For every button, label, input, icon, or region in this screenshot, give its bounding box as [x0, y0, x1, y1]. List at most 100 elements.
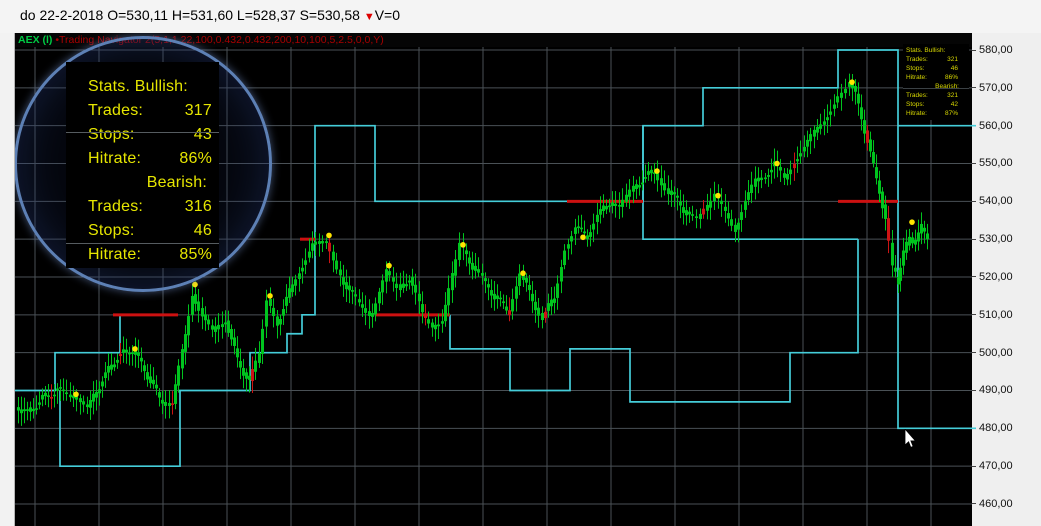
corner-stats-title: Stats. Bullish: [906, 47, 946, 54]
candle [239, 361, 242, 368]
magnified-stats-box: Stats. Bullish: Trades: 317 Stops: 43 Hitr… [66, 62, 219, 268]
axis-label: 560,00 [979, 119, 1013, 132]
trade-signal-dot [460, 242, 466, 248]
candle [414, 284, 417, 293]
candle [897, 276, 900, 285]
candle [676, 195, 679, 198]
candle [194, 294, 197, 304]
stat-label: Hitrate: [906, 110, 927, 117]
candle [236, 348, 239, 358]
candle [829, 111, 832, 115]
candle [328, 242, 331, 252]
quote-date: do 22-2-2018 [20, 7, 104, 23]
candle [550, 299, 553, 307]
gridline-through-box [66, 132, 219, 133]
candle [602, 205, 605, 212]
candle [611, 202, 614, 206]
candle [113, 364, 116, 368]
candle [468, 257, 471, 264]
candle [826, 117, 829, 121]
candle [358, 299, 361, 303]
stat-label: Trades: [906, 92, 928, 99]
candle [522, 273, 525, 280]
candle [378, 291, 381, 304]
candle [385, 269, 388, 282]
candle [628, 189, 631, 197]
candle [770, 169, 773, 173]
candle [351, 290, 354, 292]
candle [26, 409, 29, 411]
candle [823, 121, 826, 125]
candle [844, 88, 847, 94]
stat-value: 316 [184, 198, 212, 215]
candle [499, 297, 502, 300]
candle [418, 293, 421, 302]
axis-tick [972, 238, 976, 240]
candle [269, 299, 272, 306]
trade-signal-dot [774, 160, 780, 167]
quote-volume: V=0 [374, 7, 401, 23]
candle [502, 301, 505, 304]
candle [923, 227, 926, 232]
candle [730, 219, 733, 226]
candle [632, 185, 635, 192]
candle [650, 169, 653, 174]
gridline-through-box [66, 243, 219, 244]
candle [381, 280, 384, 293]
candle [399, 284, 402, 291]
candle [35, 408, 38, 410]
candle [614, 203, 617, 207]
candle [294, 279, 297, 286]
candle [747, 192, 750, 200]
candle [891, 242, 894, 266]
candle [444, 304, 447, 322]
candle [537, 307, 540, 316]
axis-tick [972, 314, 976, 316]
candle [806, 139, 809, 147]
candle [727, 213, 730, 219]
candle [563, 250, 566, 266]
candle [181, 349, 184, 369]
candle [191, 295, 194, 315]
darvas-box-line [642, 49, 976, 430]
candle [713, 193, 716, 202]
candle [638, 185, 641, 188]
candle [477, 269, 480, 273]
candle [227, 320, 230, 333]
candle [596, 214, 599, 222]
stats-bearish-title: Bearish: [146, 174, 207, 191]
axis-label: 490,00 [979, 384, 1013, 397]
price-axis[interactable]: 580,00 570,00 560,00 550,00 540,00 530,00 520,… [972, 33, 1041, 526]
candle [670, 190, 673, 196]
candles-layer [17, 73, 929, 426]
candle [760, 177, 763, 181]
candle [525, 277, 528, 283]
candle [82, 401, 85, 405]
candle [911, 237, 914, 244]
trade-signal-dot [520, 270, 526, 277]
candle [635, 184, 638, 190]
candle [155, 384, 158, 389]
trade-signal-dot [580, 234, 586, 241]
candle [789, 169, 792, 175]
trade-signal-dot [192, 281, 198, 288]
candle [128, 352, 131, 355]
candle [586, 235, 589, 240]
axis-label: 500,00 [979, 346, 1013, 359]
candle [207, 319, 210, 325]
candle [767, 175, 770, 177]
candle [233, 337, 236, 346]
candle [221, 324, 224, 328]
candle [254, 360, 257, 372]
candle [335, 260, 338, 270]
candle [737, 222, 740, 230]
axis-tick [972, 276, 976, 278]
candle [920, 223, 923, 234]
mouse-cursor [904, 429, 917, 448]
candle [653, 172, 656, 174]
candle [471, 262, 474, 270]
candle [107, 365, 110, 373]
candle [621, 199, 624, 207]
candle [95, 391, 98, 398]
